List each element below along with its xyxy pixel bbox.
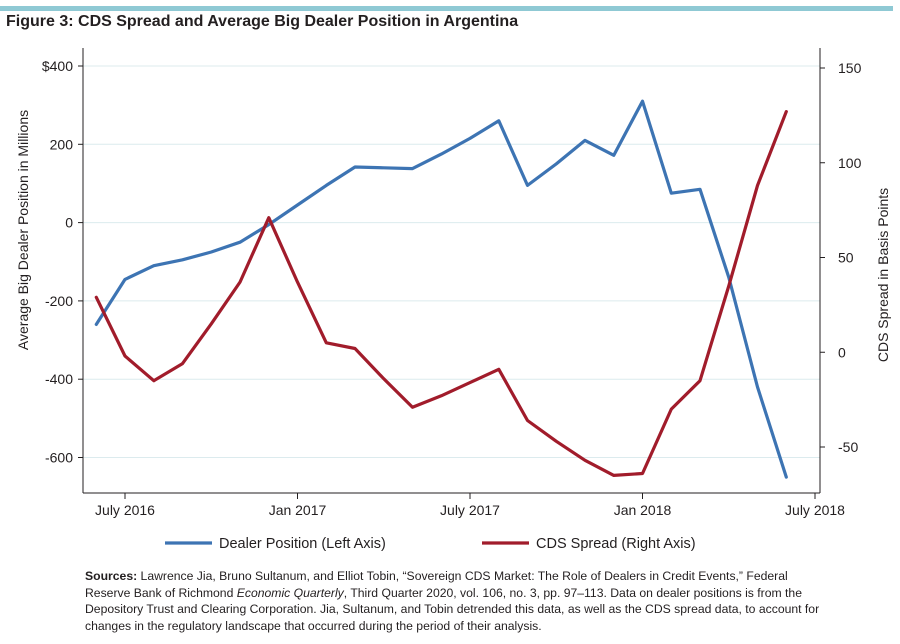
right-tick-label: 150 [838, 60, 862, 76]
series-layer [94, 99, 788, 479]
right-axis-title: CDS Spread in Basis Points [875, 188, 891, 362]
left-tick-label: $400 [42, 58, 73, 74]
source-journal: Economic Quarterly [236, 585, 344, 600]
x-tick-label: July 2016 [95, 502, 155, 518]
source-label: Sources: [85, 569, 138, 583]
left-tick-label: 200 [50, 136, 74, 152]
line-chart: $400 200 0 -200 -400 -600 150 100 50 0 -50 July 201… [15, 48, 891, 552]
left-tick-label: 0 [65, 215, 73, 231]
right-tick-label: -50 [838, 439, 858, 455]
cds-spread-line [94, 109, 788, 477]
x-tick-label: July 2018 [785, 502, 845, 518]
right-tick-label: 50 [838, 250, 854, 266]
right-tick-label: 100 [838, 155, 862, 171]
x-tick-label: Jan 2018 [614, 502, 672, 518]
left-tick-label: -200 [45, 293, 73, 309]
source-text-1: Lawrence Jia, Bruno Sultanum, and Elliot… [85, 569, 788, 600]
x-tick-label: July 2017 [440, 502, 500, 518]
dealer-position-line [94, 99, 788, 479]
axis-layer: $400 200 0 -200 -400 -600 150 100 50 0 -50 July 201… [15, 48, 891, 518]
source-note: Sources: Lawrence Jia, Bruno Sultanum, a… [85, 568, 835, 634]
legend-label-dealer-position: Dealer Position (Left Axis) [219, 536, 386, 552]
legend-layer: Dealer Position (Left Axis) CDS Spread (R… [165, 536, 696, 552]
legend-label-cds-spread: CDS Spread (Right Axis) [536, 536, 696, 552]
left-tick-label: -600 [45, 450, 73, 466]
left-tick-label: -400 [45, 371, 73, 387]
right-tick-label: 0 [838, 344, 846, 360]
x-tick-label: Jan 2017 [269, 502, 327, 518]
source-text-2: , Third Quarter 2020, vol. 106, no. 3, p… [85, 585, 820, 633]
left-axis-title: Average Big Dealer Position in Millions [15, 110, 31, 350]
figure-title: Figure 3: CDS Spread and Average Big Dea… [6, 13, 519, 30]
grid-layer [83, 65, 820, 458]
top-accent-bar [0, 6, 893, 11]
